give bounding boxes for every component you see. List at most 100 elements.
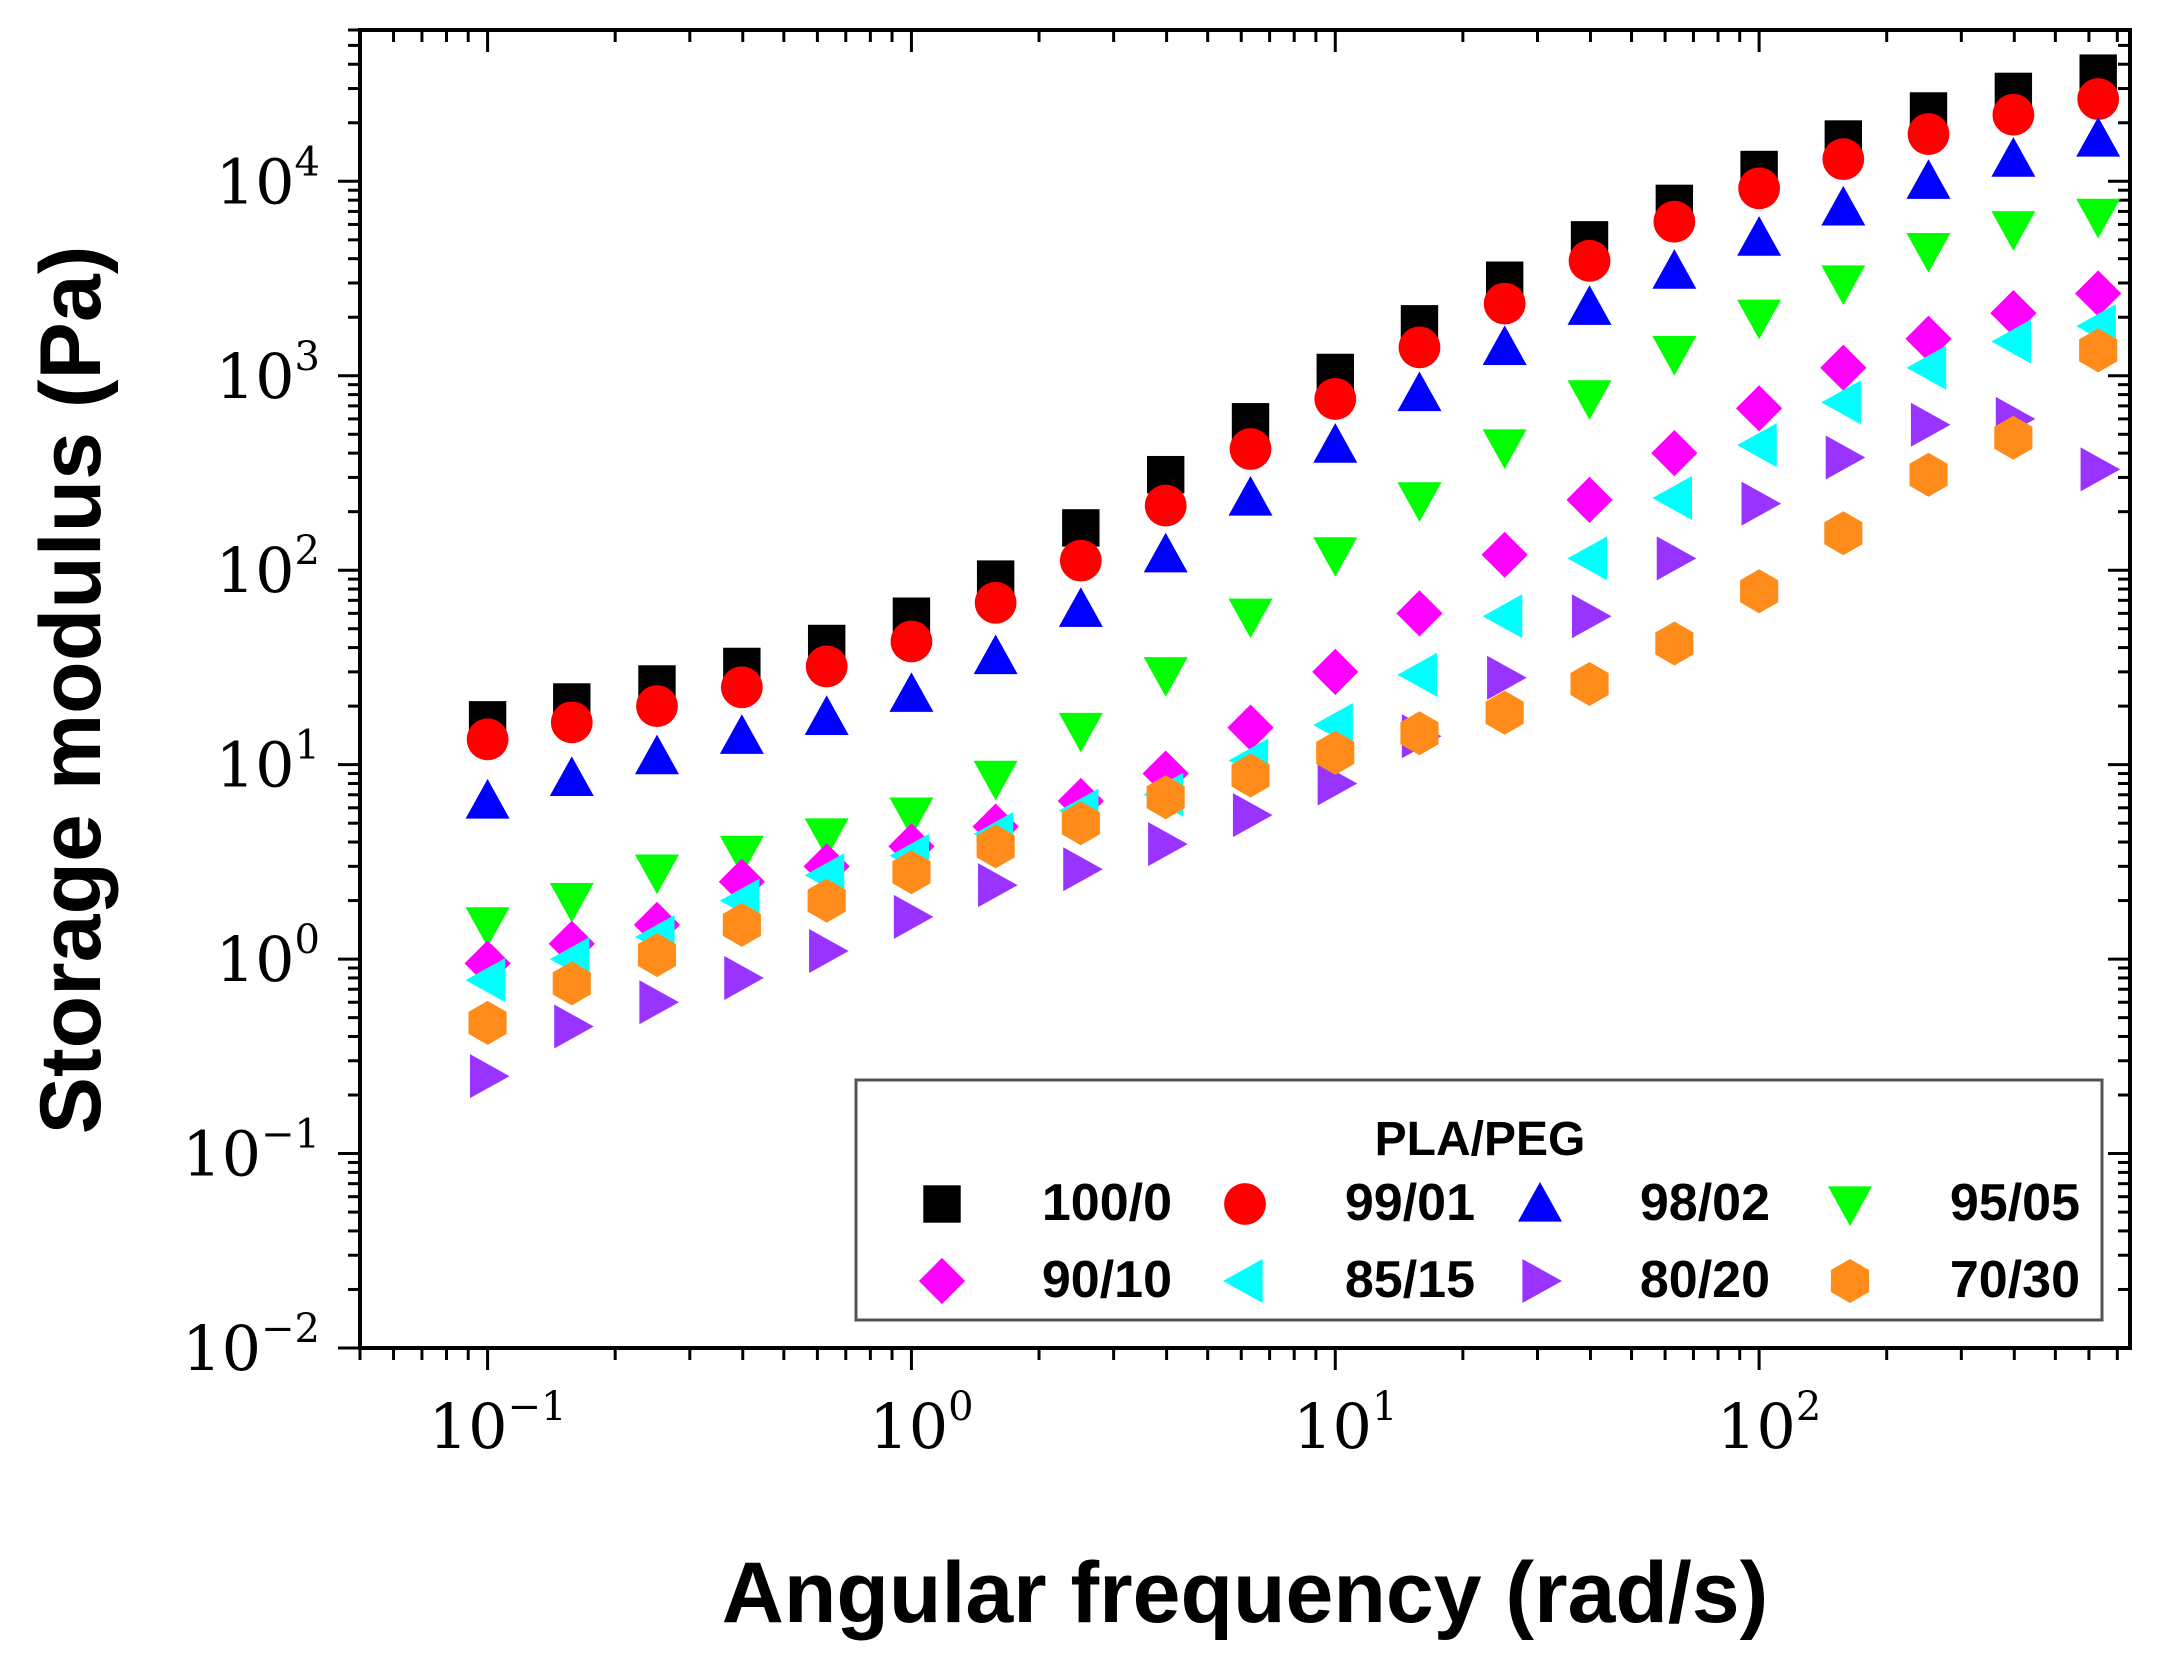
data-point — [1906, 159, 1951, 199]
y-tick-label-base: 10 — [182, 1118, 261, 1191]
data-point — [1058, 587, 1103, 627]
data-point — [1740, 569, 1779, 614]
data-point — [1655, 621, 1694, 666]
data-point — [974, 581, 1017, 624]
data-point — [1397, 652, 1438, 697]
x-tick-label: 102 — [1717, 1384, 1821, 1463]
data-point — [1653, 200, 1696, 243]
legend-label: 85/15 — [1345, 1251, 1475, 1309]
x-tick-label-base: 10 — [1717, 1390, 1796, 1463]
data-point — [1482, 325, 1527, 365]
y-tick-label: 103 — [216, 334, 320, 413]
data-point — [549, 756, 594, 796]
data-point — [973, 634, 1018, 675]
y-tick-label-base: 10 — [216, 145, 295, 218]
y-tick-label-exponent: 0 — [295, 917, 320, 963]
data-point — [1651, 430, 1698, 477]
data-point — [1313, 423, 1358, 463]
data-point — [889, 797, 934, 838]
legend-marker — [1522, 1259, 1562, 1303]
x-tick-label-exponent: −1 — [508, 1384, 567, 1430]
data-point — [1061, 801, 1100, 846]
data-point — [1227, 704, 1274, 751]
x-axis-title: Angular frequency (rad/s) — [722, 1545, 1769, 1641]
data-point — [1400, 711, 1439, 756]
data-point — [1736, 385, 1783, 432]
data-point — [892, 850, 931, 895]
data-point — [2076, 198, 2121, 239]
legend-marker — [1223, 1259, 1263, 1303]
data-point — [1316, 730, 1355, 775]
data-point — [1567, 285, 1612, 325]
y-tick-label: 100 — [216, 917, 320, 996]
data-point — [1228, 598, 1273, 639]
data-point — [548, 920, 595, 967]
data-point — [720, 666, 763, 709]
x-tick-label-exponent: 1 — [1372, 1384, 1397, 1430]
data-point — [1314, 378, 1357, 420]
y-tick-label-exponent: 3 — [295, 334, 320, 380]
data-point — [637, 933, 676, 977]
data-point — [550, 701, 593, 744]
data-point — [1232, 793, 1273, 838]
data-point — [1568, 239, 1611, 282]
legend-items: 100/0 99/01 98/02 95/05 90/10 85/15 80/20 70/30 — [918, 1174, 2080, 1309]
legend-label: 100/0 — [1042, 1174, 1172, 1232]
data-point — [1652, 336, 1697, 376]
y-axis-title: Storage modulus (Pa) — [23, 246, 119, 1135]
data-point — [1482, 429, 1527, 470]
data-point — [554, 1004, 594, 1049]
legend-marker — [1518, 1182, 1562, 1222]
data-point — [465, 779, 510, 819]
legend-item: 100/0 — [923, 1174, 1172, 1232]
data-point — [1397, 482, 1442, 522]
data-point — [1312, 648, 1359, 695]
data-point — [634, 734, 679, 775]
data-point — [2077, 78, 2120, 120]
data-point — [1738, 167, 1781, 210]
y-tick-label-exponent: 4 — [295, 139, 320, 185]
data-point — [1824, 511, 1863, 556]
data-point — [2079, 328, 2118, 373]
data-point — [1059, 539, 1102, 582]
data-point — [1567, 536, 1608, 581]
data-point — [1231, 753, 1270, 798]
y-tick-label: 10−2 — [182, 1306, 320, 1385]
y-tick-label: 101 — [216, 723, 320, 802]
data-point — [1741, 481, 1782, 526]
legend-item: 70/30 — [1830, 1251, 2080, 1309]
y-tick-label: 104 — [216, 139, 320, 218]
data-point — [1906, 345, 1947, 390]
data-point — [1058, 712, 1103, 753]
legend-marker — [1828, 1186, 1872, 1226]
data-point — [1487, 655, 1527, 700]
data-point — [1570, 662, 1609, 706]
data-point — [973, 760, 1018, 801]
y-tick-label-base: 10 — [216, 534, 295, 607]
data-point — [465, 958, 506, 1003]
legend-box — [854, 1078, 2104, 1322]
data-point — [1907, 113, 1950, 155]
data-point — [1825, 435, 1866, 480]
data-point — [1143, 532, 1188, 573]
legend-label: 95/05 — [1950, 1174, 2080, 1232]
data-point — [1396, 590, 1443, 637]
series-99-01 — [466, 78, 2120, 761]
data-point — [634, 854, 679, 895]
legend-item: 99/01 — [1224, 1174, 1475, 1232]
legend-label: 90/10 — [1042, 1251, 1172, 1309]
legend-title: PLA/PEG — [1375, 1113, 1586, 1166]
data-point — [1398, 326, 1441, 369]
series-98-02 — [465, 117, 2121, 819]
data-point — [639, 980, 679, 1025]
plot-area-frame — [358, 28, 2132, 1350]
data-point — [1652, 476, 1692, 521]
data-point — [1148, 822, 1188, 867]
data-point — [1485, 690, 1524, 735]
legend-item: 85/15 — [1223, 1251, 1475, 1309]
data-point — [1143, 657, 1188, 697]
data-point — [1991, 319, 2031, 364]
x-tick-label-exponent: 0 — [948, 1384, 973, 1430]
legend-label: 98/02 — [1640, 1174, 1770, 1232]
